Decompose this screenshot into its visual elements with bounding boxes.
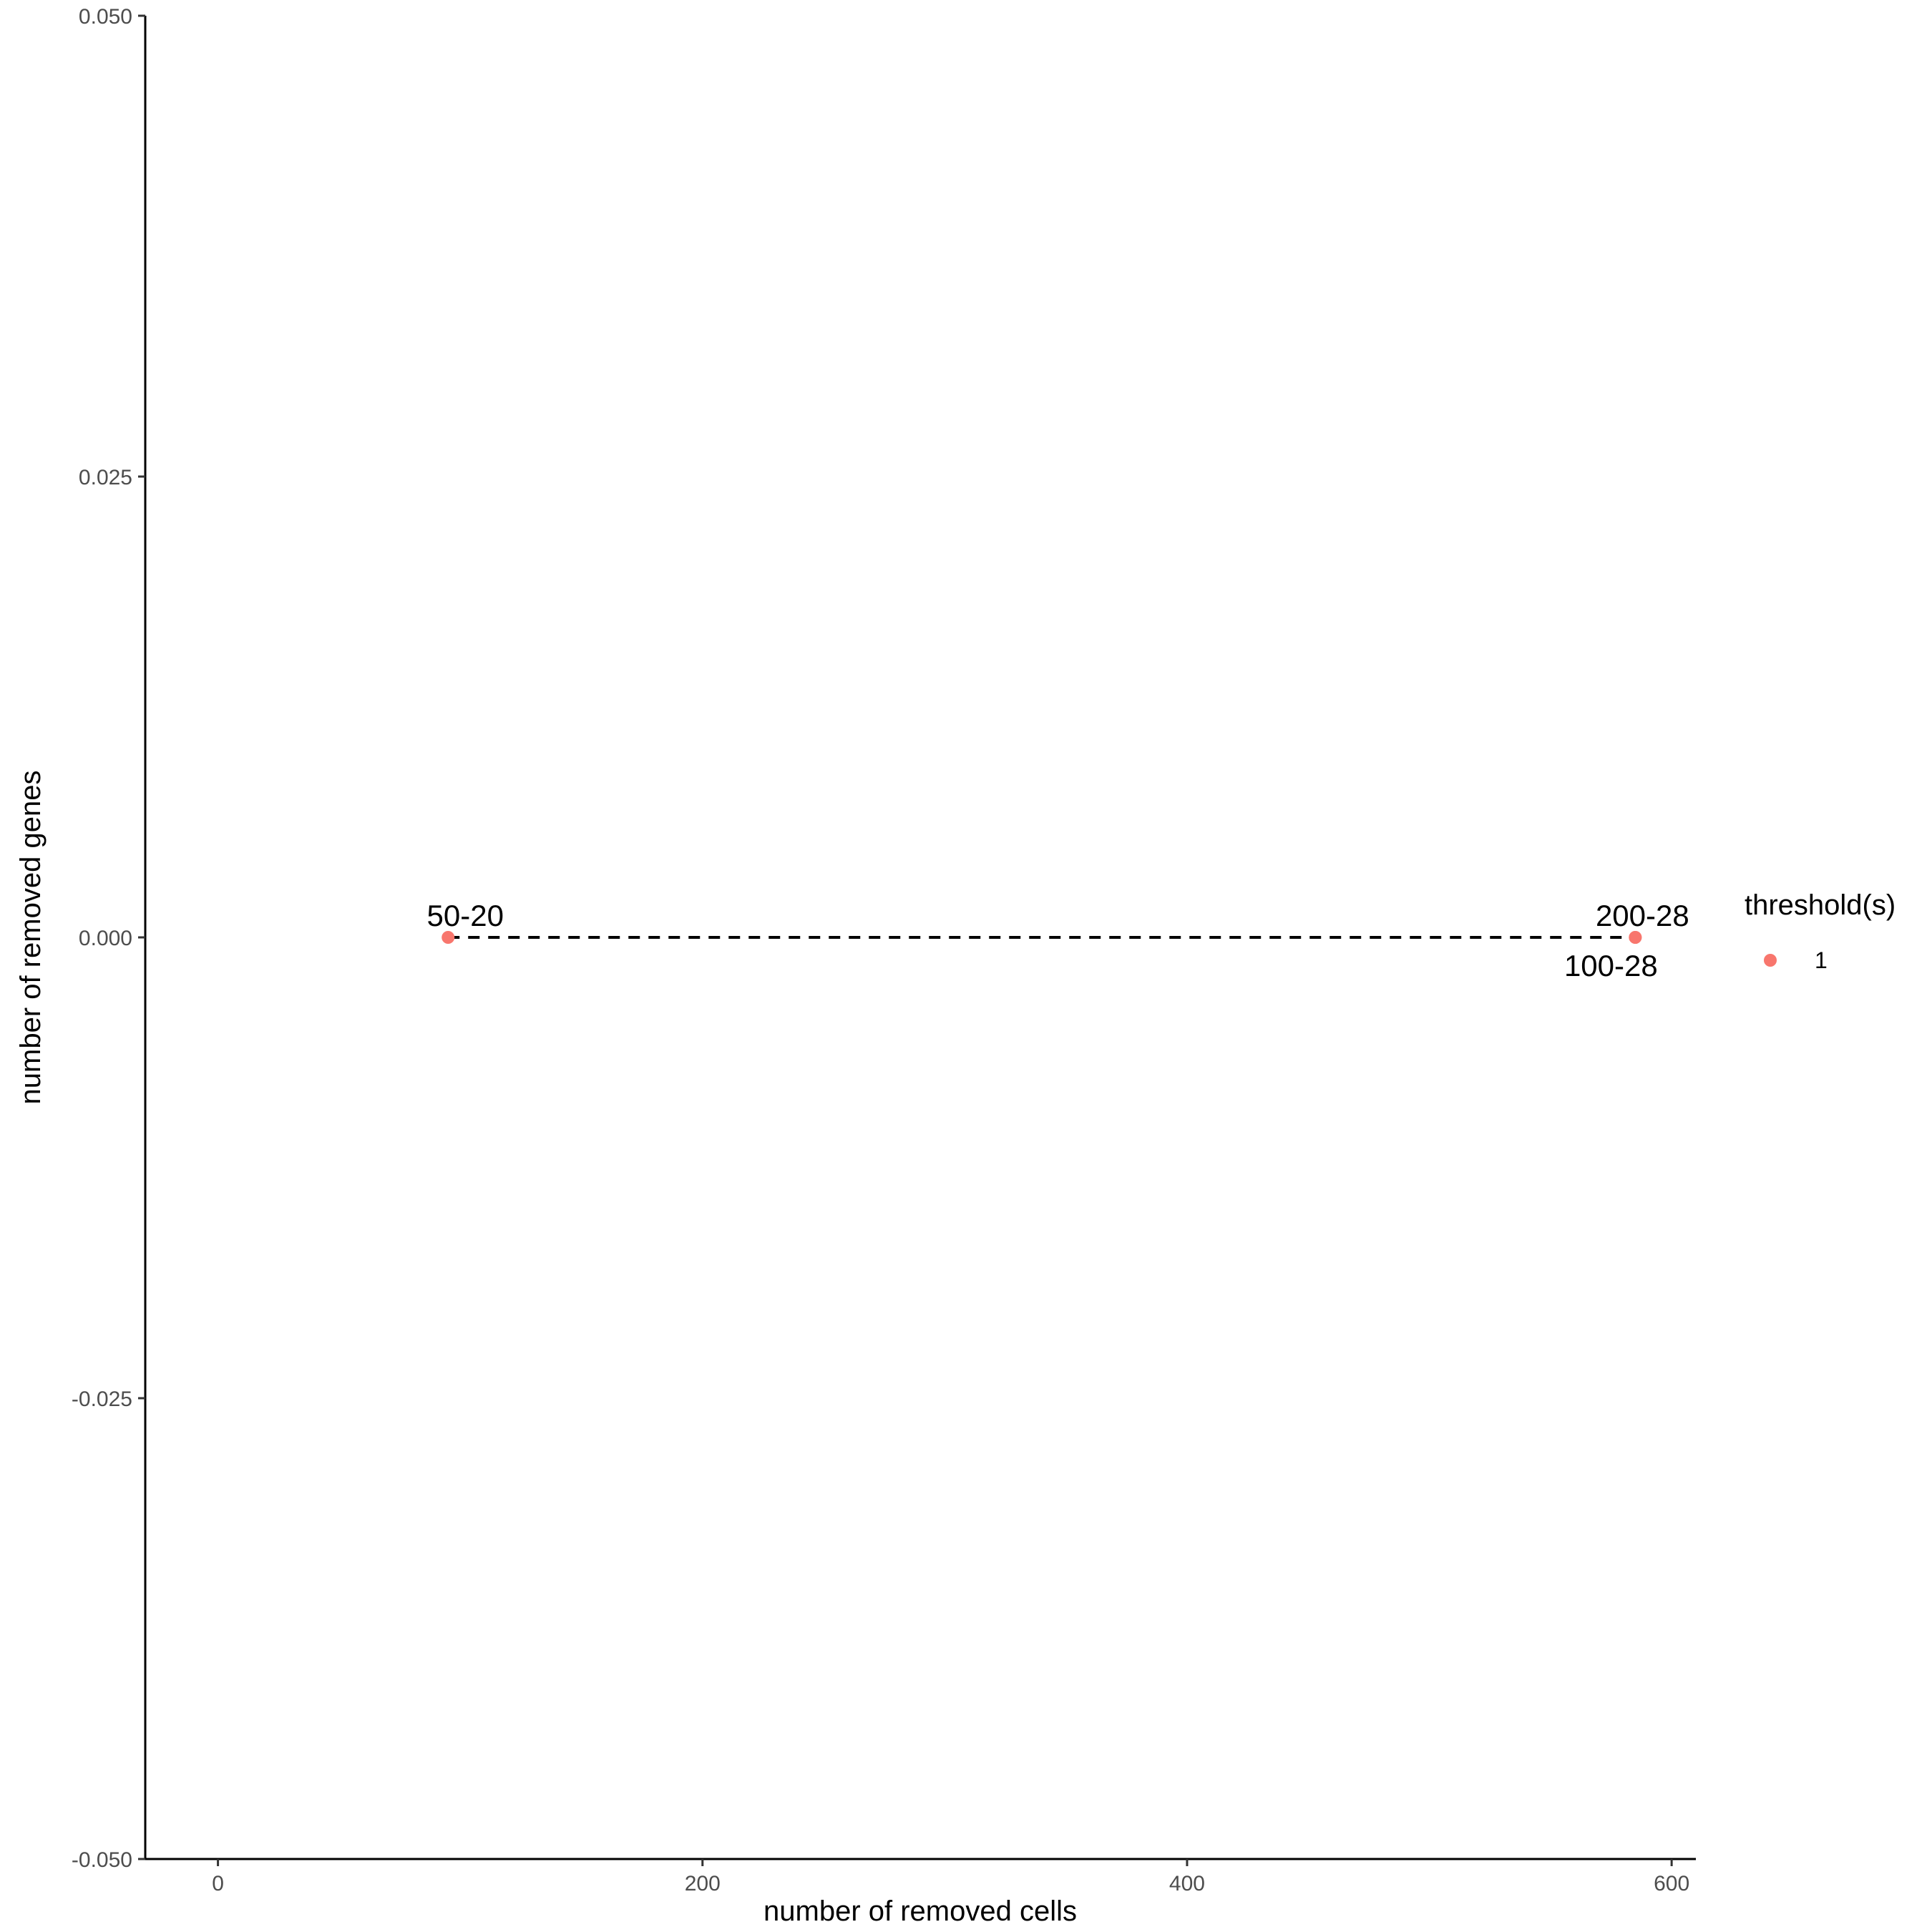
point-label: 100-28	[1564, 949, 1658, 982]
legend-title: threshold(s)	[1745, 889, 1896, 921]
point-label: 50-20	[427, 899, 504, 932]
data-point	[1629, 931, 1642, 944]
legend-entries: 1	[1764, 947, 1828, 973]
data-layer: 50-20 200-28 100-28	[427, 899, 1689, 982]
x-tick-label: 400	[1169, 1872, 1205, 1896]
y-tick-label: 0.050	[79, 5, 132, 29]
y-tick-label: 0.000	[79, 927, 132, 950]
y-tick-label: 0.025	[79, 466, 132, 489]
x-tick-label: 0	[212, 1872, 224, 1896]
y-axis-title: number of removed genes	[15, 771, 47, 1105]
y-ticks: -0.050 -0.025 0.000 0.025 0.050	[72, 5, 145, 1872]
x-ticks: 0 200 400 600	[212, 1859, 1689, 1896]
legend-key	[1764, 954, 1777, 967]
axes	[144, 16, 1696, 1860]
legend-label: 1	[1815, 947, 1828, 973]
legend: threshold(s) 1	[1745, 889, 1896, 973]
point-label: 200-28	[1596, 899, 1689, 932]
x-axis-title: number of removed cells	[763, 1896, 1077, 1927]
x-tick-label: 600	[1654, 1872, 1689, 1896]
y-tick-label: -0.050	[72, 1848, 132, 1872]
x-tick-label: 200	[685, 1872, 721, 1896]
data-point	[441, 931, 455, 944]
y-tick-label: -0.025	[72, 1387, 132, 1411]
